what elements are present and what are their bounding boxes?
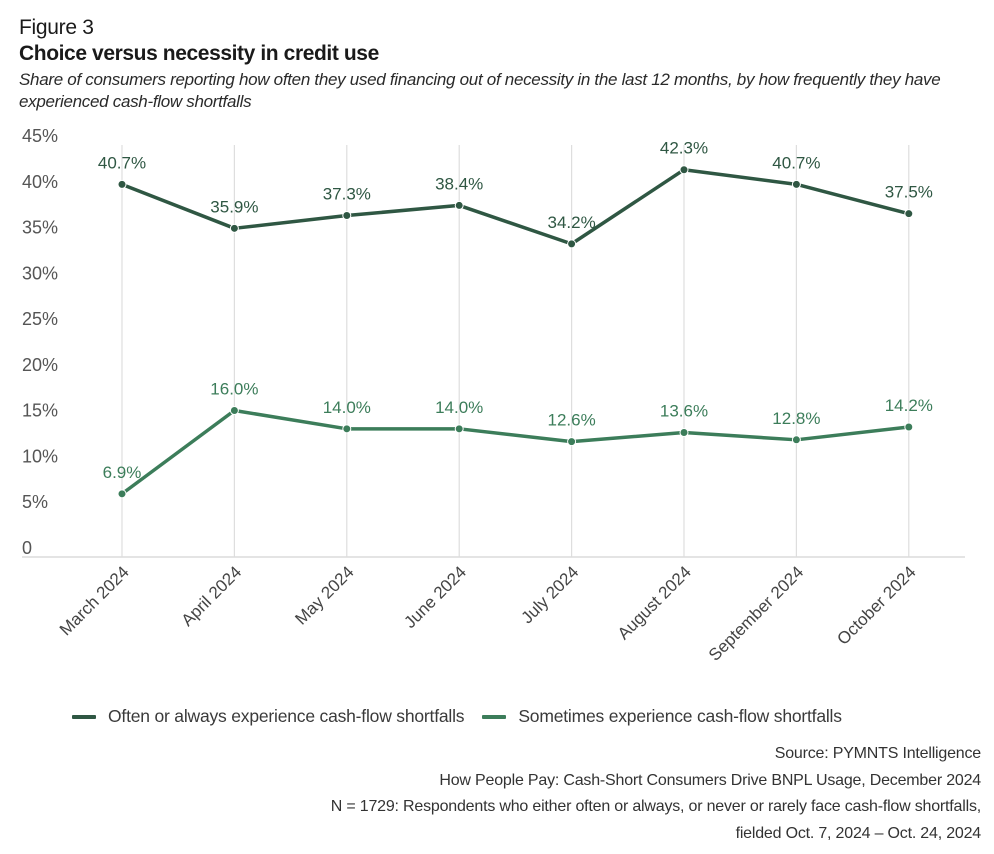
- data-label: 12.6%: [547, 411, 595, 430]
- series-line: [120, 408, 911, 496]
- chart-title: Choice versus necessity in credit use: [19, 42, 379, 65]
- data-label: 38.4%: [435, 174, 483, 193]
- data-point: [791, 435, 801, 445]
- data-label: 40.7%: [98, 153, 146, 172]
- sample-note: N = 1729: Respondents who either often o…: [330, 798, 981, 815]
- data-label: 34.2%: [547, 213, 595, 232]
- legend-item-sometimes[interactable]: Sometimes experience cash-flow shortfall…: [482, 706, 842, 727]
- x-tick-label: March 2024: [56, 562, 133, 639]
- data-point: [229, 223, 239, 233]
- data-point: [229, 406, 239, 416]
- y-axis: 0 5% 10% 15% 20% 25% 30% 35% 40% 45%: [22, 126, 58, 558]
- data-label: 42.3%: [660, 139, 708, 158]
- y-tick-label: 25%: [22, 309, 58, 329]
- y-tick-label: 0: [22, 538, 32, 558]
- data-point: [454, 424, 464, 434]
- line-chart: 0 5% 10% 15% 20% 25% 30% 35% 40% 45% March 2024 Ap…: [22, 126, 965, 665]
- legend-swatch-sometimes: [482, 714, 507, 719]
- data-point: [567, 437, 577, 447]
- legend-swatch-often: [72, 714, 96, 719]
- chart-subtitle: Share of consumers reporting how often t…: [19, 70, 941, 111]
- data-point: [342, 424, 352, 434]
- y-tick-label: 35%: [22, 218, 58, 238]
- x-axis: March 2024 April 2024 May 2024 June 2024 Jul…: [22, 556, 965, 665]
- data-label: 12.8%: [772, 409, 820, 428]
- series-line: [120, 167, 911, 246]
- x-tick-label: October 2024: [833, 562, 919, 648]
- legend-label-often: Often or always experience cash-flow sho…: [108, 706, 465, 726]
- data-point: [342, 210, 352, 220]
- x-tick-label: May 2024: [291, 562, 357, 628]
- legend: Often or always experience cash-flow sho…: [72, 706, 860, 727]
- data-label: 37.3%: [323, 184, 371, 203]
- y-tick-label: 15%: [22, 401, 58, 421]
- source-note: Source: PYMNTS Intelligence: [774, 745, 981, 762]
- series-sometimes: 6.9% 16.0% 14.0% 14.0% 12.6% 13.6% 12.8% 14.2%: [103, 380, 933, 499]
- y-tick-label: 5%: [22, 492, 48, 512]
- figure-label: Figure 3: [19, 16, 94, 39]
- data-label: 14.0%: [323, 398, 371, 417]
- data-point: [117, 489, 127, 499]
- data-label: 40.7%: [772, 153, 820, 172]
- fielded-note: fielded Oct. 7, 2024 – Oct. 24, 2024: [735, 824, 982, 842]
- report-note: How People Pay: Cash-Short Consumers Dri…: [439, 771, 981, 789]
- data-point: [679, 427, 689, 437]
- legend-label-sometimes: Sometimes experience cash-flow shortfall…: [518, 706, 842, 726]
- y-tick-label: 10%: [22, 446, 58, 466]
- x-tick-label: April 2024: [178, 562, 246, 630]
- data-label: 6.9%: [103, 463, 142, 482]
- series-often-always: 40.7% 35.9% 37.3% 38.4% 34.2% 42.3% 40.7% 37.5%: [98, 139, 933, 249]
- data-point: [567, 239, 577, 249]
- footer: Source: PYMNTS Intelligence How People P…: [331, 741, 981, 847]
- data-label: 37.5%: [885, 183, 933, 202]
- x-tick-label: June 2024: [400, 562, 470, 632]
- data-label: 35.9%: [210, 197, 258, 216]
- y-tick-label: 30%: [22, 263, 58, 283]
- y-tick-label: 40%: [22, 172, 58, 192]
- legend-item-often[interactable]: Often or always experience cash-flow sho…: [72, 706, 465, 727]
- data-point: [904, 422, 914, 432]
- data-point: [791, 179, 801, 189]
- data-label: 16.0%: [210, 380, 258, 399]
- series-group: 40.7% 35.9% 37.3% 38.4% 34.2% 42.3% 40.7% 37.5%…: [98, 139, 933, 499]
- data-label: 14.2%: [885, 396, 933, 415]
- data-point: [454, 200, 464, 210]
- data-label: 14.0%: [435, 398, 483, 417]
- data-point: [904, 209, 914, 219]
- x-tick-label: July 2024: [518, 562, 583, 627]
- x-tick-label: August 2024: [614, 562, 695, 643]
- data-label: 13.6%: [660, 401, 708, 420]
- y-tick-label: 45%: [22, 126, 58, 146]
- x-tick-label: September 2024: [705, 562, 807, 664]
- data-point: [679, 165, 689, 175]
- y-tick-label: 20%: [22, 355, 58, 375]
- data-point: [117, 179, 127, 189]
